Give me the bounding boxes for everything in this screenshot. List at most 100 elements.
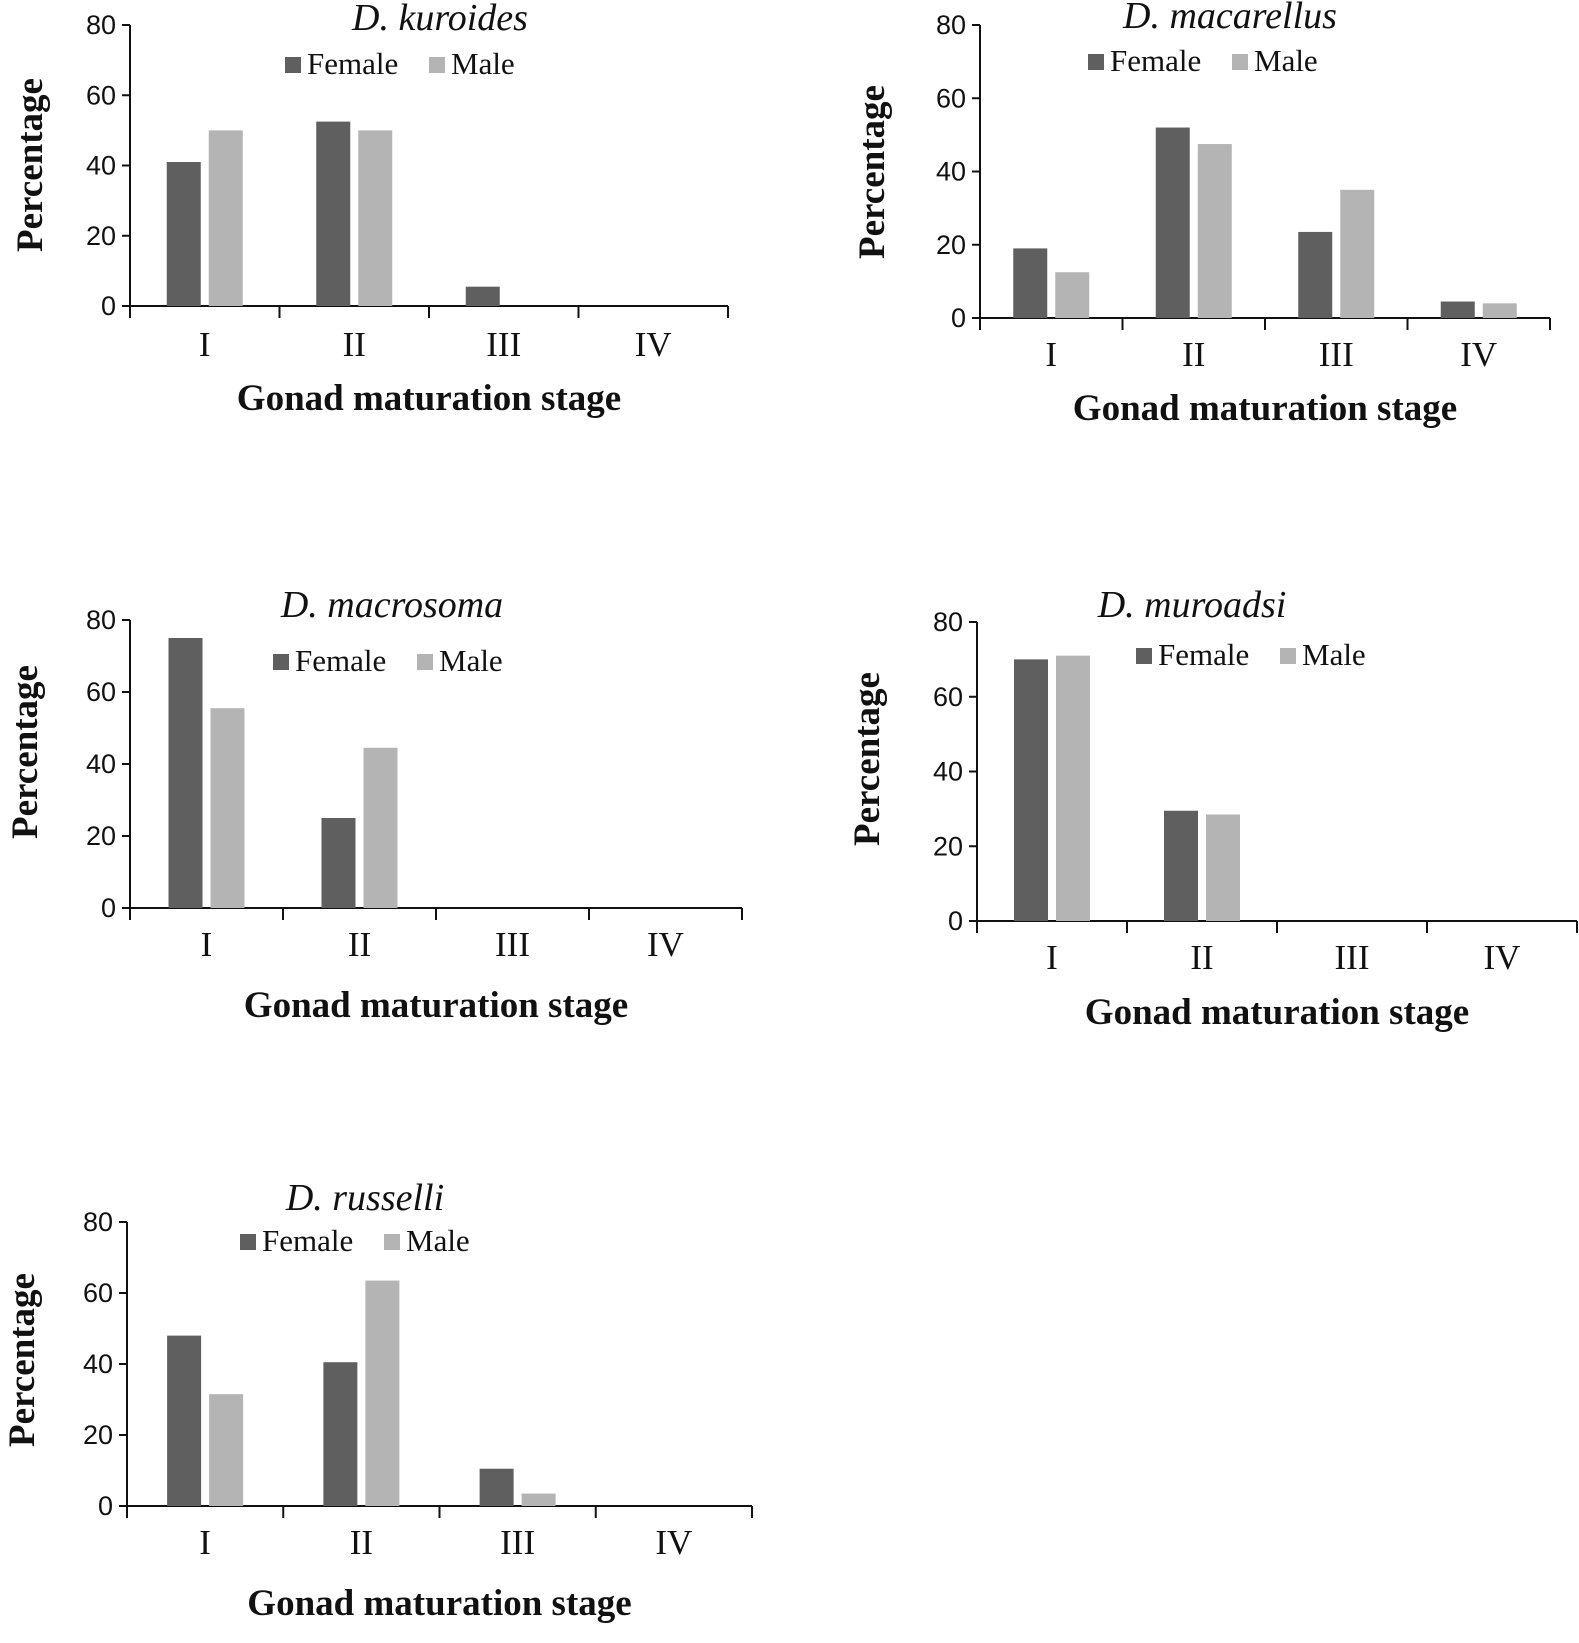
category-label: IV xyxy=(647,925,684,964)
bar-male-I xyxy=(210,708,245,908)
y-axis-label: Percentage xyxy=(5,665,46,839)
y-tick-label: 60 xyxy=(86,677,116,707)
category-label: II xyxy=(1190,938,1213,977)
chart-panel-macrosoma: D. macrosoma Female Male 0 20 40 60 80 I II III IV G… xyxy=(0,584,760,1040)
chart-title: D. muroadsi xyxy=(1097,584,1287,626)
legend-label-male: Male xyxy=(1302,637,1366,672)
y-tick-label: 60 xyxy=(83,1278,113,1308)
bar-male-I xyxy=(209,1394,244,1506)
category-label: IV xyxy=(635,325,672,364)
y-tick-label: 40 xyxy=(86,151,116,181)
category-label: II xyxy=(343,325,366,364)
bar-female-I xyxy=(168,638,203,908)
y-tick-label: 80 xyxy=(933,607,963,637)
bar-male-II xyxy=(1197,144,1232,318)
y-tick-label: 20 xyxy=(933,831,963,861)
legend-swatch-male xyxy=(384,1234,400,1250)
bar-female-II xyxy=(1164,810,1198,921)
y-tick-label: 40 xyxy=(83,1349,113,1379)
bar-female-I xyxy=(166,161,201,306)
bar-female-II xyxy=(321,818,356,908)
legend-label-female: Female xyxy=(307,46,398,81)
legend-label-male: Male xyxy=(451,46,515,81)
y-tick-label: 80 xyxy=(936,10,966,40)
chart-title: D. kuroides xyxy=(351,0,528,39)
y-axis-label: Percentage xyxy=(852,85,893,259)
category-label: IV xyxy=(655,1523,692,1562)
y-axis-label: Percentage xyxy=(2,1273,43,1447)
bar-male-I xyxy=(208,130,243,306)
bar-male-II xyxy=(1206,814,1240,921)
bar-female-II xyxy=(323,1362,358,1506)
bar-male-II xyxy=(363,747,398,908)
x-axis-label: Gonad maturation stage xyxy=(247,1583,631,1624)
category-label: III xyxy=(500,1523,535,1562)
y-tick-label: 0 xyxy=(98,1491,113,1521)
chart-panel-muroadsi: D. muroadsi Female Male 0 20 40 60 80 I II III IV Go… xyxy=(820,580,1579,1050)
legend-swatch-female xyxy=(273,654,289,670)
category-label: I xyxy=(201,925,213,964)
legend-swatch-male xyxy=(1280,648,1296,664)
category-label: IV xyxy=(1484,938,1521,977)
bar-female-II xyxy=(316,121,351,306)
y-tick-label: 0 xyxy=(101,893,116,923)
chart-title: D. macrosoma xyxy=(280,584,503,626)
legend-swatch-male xyxy=(417,654,433,670)
legend-swatch-female xyxy=(1136,648,1152,664)
bar-male-IV xyxy=(1482,303,1517,318)
bar-female-II xyxy=(1155,127,1190,318)
category-label: II xyxy=(1182,335,1205,374)
y-tick-label: 80 xyxy=(86,10,116,40)
chart-panel-russelli: D. russelli Female Male 0 20 40 60 80 I II III IV Go… xyxy=(0,1170,760,1643)
bar-male-II xyxy=(358,130,393,306)
y-tick-label: 40 xyxy=(933,757,963,787)
legend-swatch-female xyxy=(285,57,301,73)
category-label: III xyxy=(486,325,521,364)
x-axis-label: Gonad maturation stage xyxy=(1073,388,1457,429)
y-tick-label: 20 xyxy=(86,221,116,251)
y-tick-label: 80 xyxy=(83,1207,113,1237)
legend-swatch-female xyxy=(240,1234,256,1250)
category-label: IV xyxy=(1460,335,1497,374)
bar-male-I xyxy=(1055,272,1090,318)
chart-title: D. russelli xyxy=(285,1177,444,1219)
legend-label-female: Female xyxy=(1158,637,1249,672)
x-axis-label: Gonad maturation stage xyxy=(237,378,621,419)
bar-male-I xyxy=(1056,655,1090,921)
y-tick-label: 60 xyxy=(936,83,966,113)
legend-swatch-male xyxy=(429,57,445,73)
y-tick-label: 0 xyxy=(951,303,966,333)
legend-label-female: Female xyxy=(1110,43,1201,78)
y-tick-label: 60 xyxy=(86,80,116,110)
category-label: I xyxy=(199,1523,211,1562)
legend-label-male: Male xyxy=(439,643,503,678)
y-tick-label: 20 xyxy=(86,821,116,851)
legend-label-female: Female xyxy=(295,643,386,678)
category-label: I xyxy=(1046,938,1058,977)
y-axis-label: Percentage xyxy=(847,672,888,846)
y-tick-label: 20 xyxy=(936,230,966,260)
category-label: II xyxy=(348,925,371,964)
bar-female-III xyxy=(1298,231,1333,318)
legend-swatch-male xyxy=(1232,54,1248,70)
y-tick-label: 80 xyxy=(86,605,116,635)
chart-title: D. macarellus xyxy=(1122,0,1337,37)
y-tick-label: 60 xyxy=(933,682,963,712)
y-axis-label: Percentage xyxy=(10,78,51,252)
category-label: I xyxy=(199,325,211,364)
y-tick-label: 0 xyxy=(101,291,116,321)
bar-male-II xyxy=(365,1280,400,1506)
bar-female-III xyxy=(479,1468,514,1506)
bar-female-I xyxy=(1013,248,1048,318)
bar-female-I xyxy=(1014,659,1048,921)
category-label: II xyxy=(350,1523,373,1562)
bar-female-I xyxy=(167,1335,202,1506)
chart-panel-kuroides: D. kuroides Female Male 0 20 40 60 80 I II III IV Go… xyxy=(0,0,760,440)
y-tick-label: 0 xyxy=(948,906,963,936)
y-tick-label: 40 xyxy=(86,749,116,779)
